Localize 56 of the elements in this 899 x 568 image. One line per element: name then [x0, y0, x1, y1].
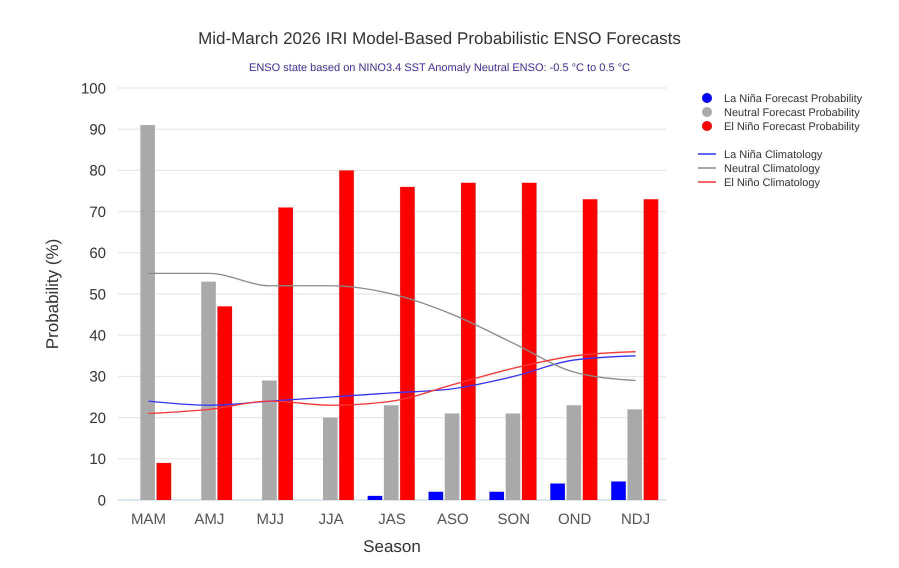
y-tick-label: 90: [89, 121, 106, 138]
y-tick-label: 40: [89, 327, 106, 344]
legend-label: Neutral Forecast Probability: [724, 106, 860, 119]
x-tick-label: ASO: [437, 511, 469, 528]
bar: [140, 125, 155, 500]
bar: [550, 484, 565, 500]
legend-label: La Niña Forecast Probability: [724, 92, 863, 105]
bar: [262, 380, 277, 500]
bar: [522, 182, 537, 500]
y-tick-label: 70: [89, 204, 106, 221]
chart-subtitle: ENSO state based on NINO3.4 SST Anomaly Neutral ENSO: -0.5 °C to 0.5 °C: [249, 62, 630, 74]
x-tick-label: AMJ: [194, 511, 224, 528]
bar: [428, 492, 444, 500]
line-series: [148, 351, 636, 414]
x-axis-title: Season: [363, 537, 421, 556]
y-tick-label: 100: [80, 80, 106, 98]
bar: [201, 282, 216, 500]
legend-label: Neutral Climatology: [724, 162, 820, 175]
bar: [444, 413, 460, 500]
line-series: [148, 272, 636, 382]
bar: [278, 207, 293, 500]
bar: [156, 462, 172, 500]
bar: [400, 186, 415, 500]
y-axis-title: Probability (%): [43, 238, 62, 350]
y-tick-label: 50: [89, 286, 106, 304]
bar: [627, 409, 642, 500]
x-tick-label: JJA: [318, 511, 344, 528]
chart-title: Mid-March 2026 IRI Model-Based Probabilistic ENSO Forecasts: [198, 29, 681, 48]
x-tick-label: MAM: [130, 511, 166, 528]
y-tick-label: 60: [89, 245, 106, 262]
bar: [566, 405, 582, 500]
x-tick-label: JAS: [378, 511, 406, 528]
x-tick-label: NDJ: [620, 511, 650, 528]
bar: [644, 199, 658, 500]
bar: [322, 418, 338, 500]
y-tick-label: 30: [89, 368, 106, 386]
legend-label: La Niña Climatology: [724, 148, 823, 161]
x-tick-label: SON: [498, 511, 530, 528]
bar: [582, 199, 598, 500]
y-tick-label: 80: [89, 162, 106, 180]
bar: [506, 413, 520, 500]
bar: [489, 492, 504, 500]
line-series: [148, 355, 636, 406]
bar: [339, 170, 354, 500]
bar: [461, 182, 476, 500]
y-tick-label: 10: [89, 451, 106, 468]
bar: [217, 306, 232, 500]
x-tick-label: OND: [558, 511, 592, 528]
bar: [384, 405, 398, 500]
x-tick-label: MJJ: [256, 511, 284, 528]
legend-label: El Niño Forecast Probability: [724, 120, 860, 133]
legend-label: El Niño Climatology: [724, 176, 820, 189]
bar: [368, 496, 382, 500]
y-tick-label: 20: [89, 410, 106, 427]
bar: [611, 481, 626, 500]
y-tick-label: 0: [98, 492, 106, 510]
